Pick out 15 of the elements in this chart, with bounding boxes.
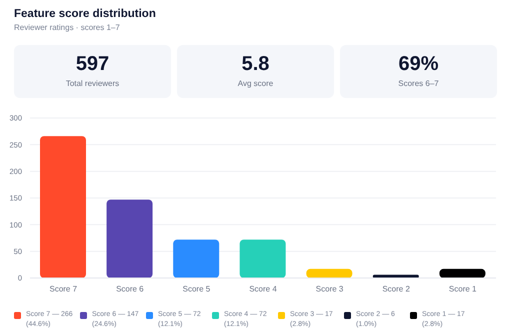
- text: 5.8: [240, 53, 270, 76]
- x-tick-label: Score 2: [382, 284, 410, 294]
- text: Avg score: [236, 79, 274, 88]
- chart-title: Feature score distribution: [14, 8, 156, 20]
- x-tick-label: Score 1: [448, 284, 478, 294]
- text: 69%: [397, 53, 440, 76]
- x-tick-label: Score 3: [316, 284, 344, 294]
- chart-subtitle: Reviewer ratings · scores 1–7: [14, 23, 120, 32]
- x-tick-label: Score 6: [116, 284, 144, 294]
- x-tick-label: Score 5: [182, 284, 211, 294]
- text: Scores 6–7: [397, 79, 440, 88]
- x-tick-label: Score 4: [249, 284, 278, 294]
- x-tick-label: Score 7: [49, 284, 78, 294]
- text: Total reviewers: [64, 79, 120, 88]
- text: 597: [74, 53, 110, 76]
